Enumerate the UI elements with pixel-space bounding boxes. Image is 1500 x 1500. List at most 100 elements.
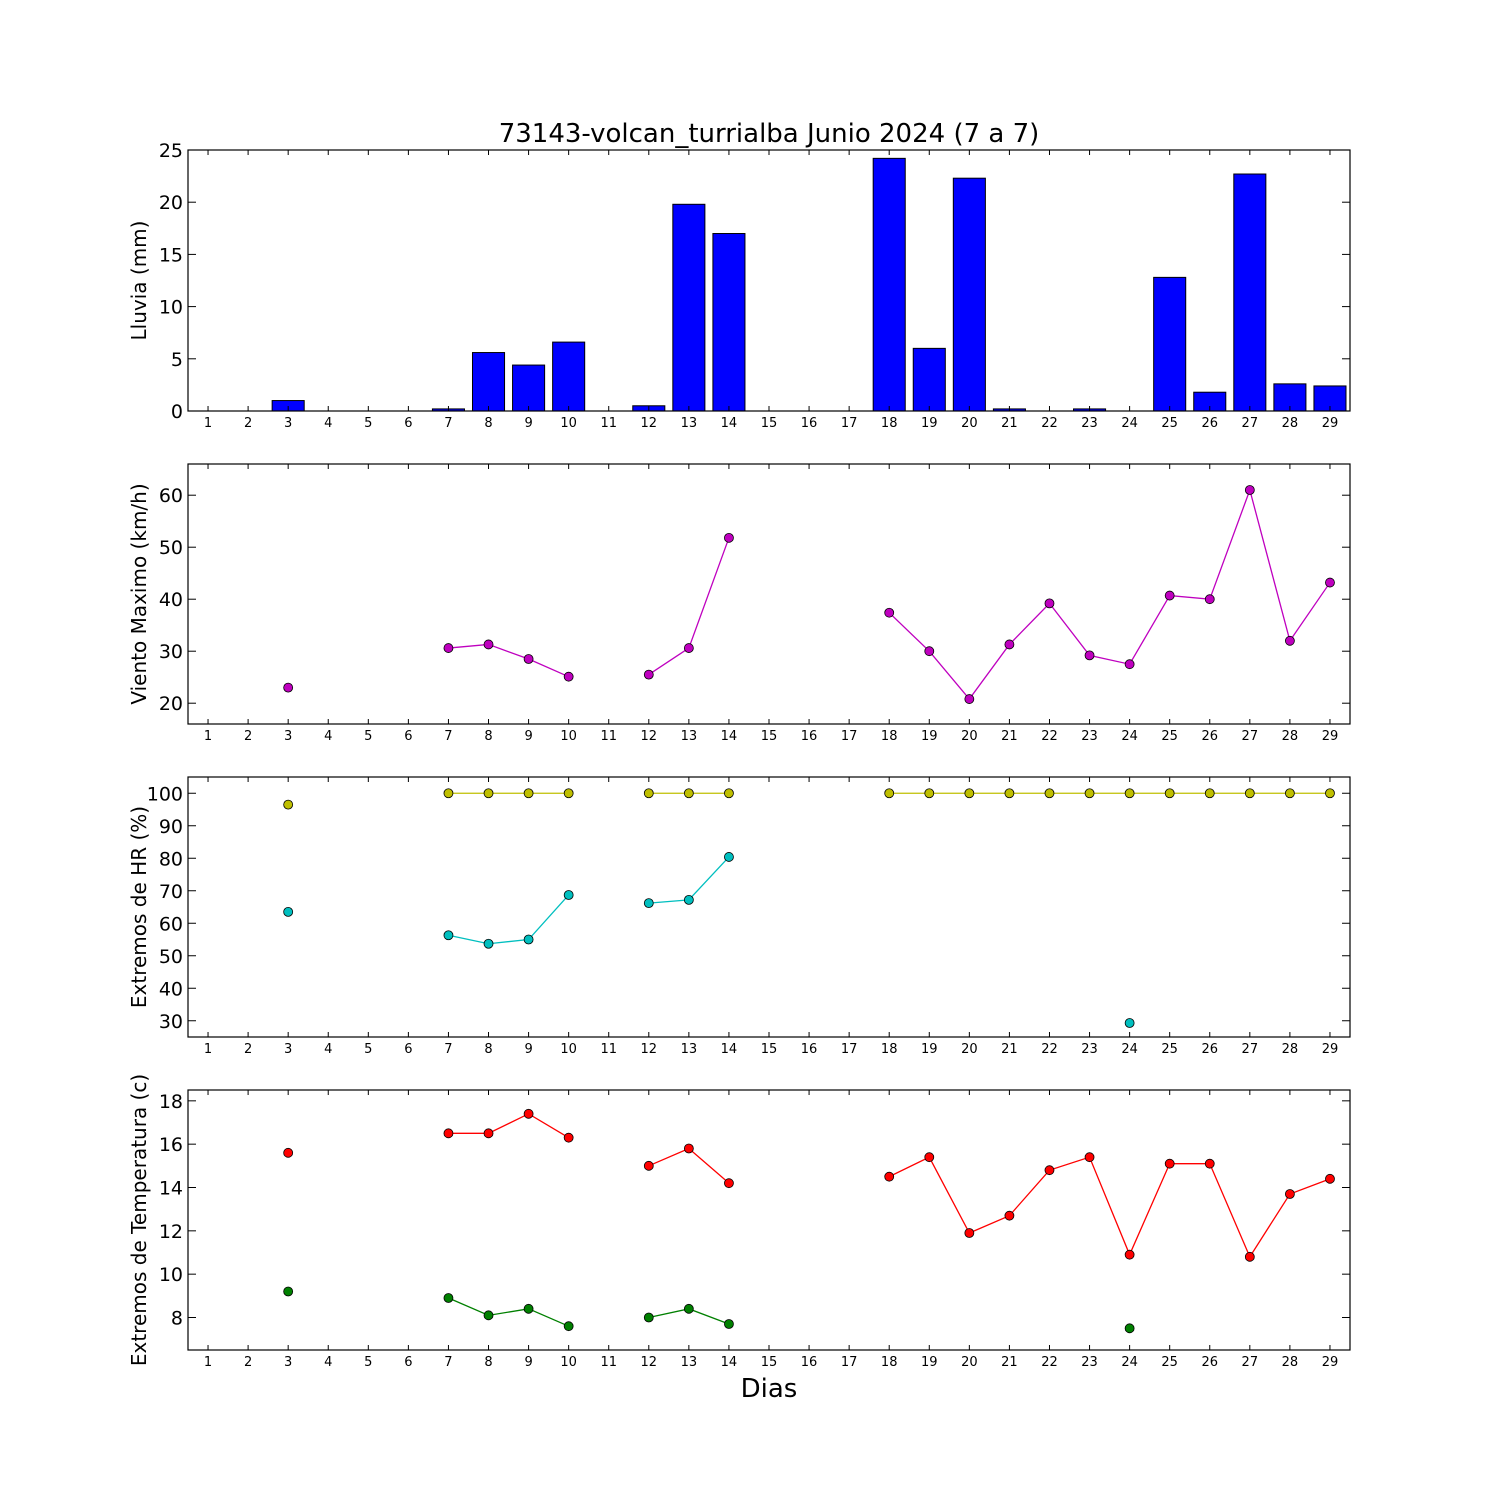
x-tick-label: 19 [921,416,938,431]
x-tick-label: 7 [444,416,452,431]
series-0-point-day-13 [683,1143,694,1154]
x-tick-label: 13 [681,416,698,431]
series-1-point-day-13 [683,1303,694,1314]
series-0-point-day-26 [1204,788,1215,799]
x-tick-label: 15 [761,1042,778,1057]
x-tick-label: 21 [1001,1042,1018,1057]
bar-day-14 [712,233,746,412]
x-tick-label: 20 [961,729,978,744]
series-0-point-day-7 [443,643,454,653]
y-tick-label: 16 [159,1134,183,1156]
series-0-point-day-22 [1044,788,1055,799]
series-0-point-day-3 [283,1147,294,1158]
x-tick-label: 27 [1242,416,1259,431]
x-tick-label: 27 [1242,729,1259,744]
x-tick-label: 20 [961,1355,978,1370]
series-1-point-day-14 [724,852,734,862]
series-0-point-day-18 [884,1171,895,1182]
series-0-point-day-8 [483,639,494,650]
series-0-point-day-21 [1004,639,1015,650]
x-tick-label: 14 [721,1355,738,1370]
x-tick-label: 1 [204,416,212,431]
y-tick-label: 80 [159,848,183,870]
x-tick-label: 11 [600,416,617,431]
x-tick-label: 25 [1161,1042,1178,1057]
series-1-point-day-13 [683,894,694,905]
x-tick-label: 1 [204,1042,212,1057]
x-tick-label: 26 [1201,1042,1218,1057]
x-tick-label: 17 [841,1355,858,1370]
axes-frame [187,776,1351,1038]
x-tick-label: 5 [364,416,372,431]
series-0-point-day-19 [924,646,935,657]
series-0-point-day-23 [1084,1152,1095,1163]
x-tick-label: 17 [841,729,858,744]
series-1-point-day-7 [443,1293,454,1303]
y-tick-label: 40 [159,589,183,611]
x-tick-label: 3 [284,416,292,431]
x-tick-label: 18 [881,729,898,744]
x-tick-label: 6 [404,729,412,744]
x-tick-label: 2 [244,416,252,431]
x-tick-label: 18 [881,1042,898,1057]
series-0-point-day-26 [1204,1158,1215,1169]
panel-humedad: 1 2 3 4 5 6 7 8 9 10 11 12 13 14 15 16 17 18 19 20 21 22 23 24 2… [127,776,1351,1057]
series-0-point-day-9 [523,788,534,799]
x-tick-label: 2 [244,1355,252,1370]
x-tick-label: 5 [364,1042,372,1057]
x-tick-label: 22 [1041,729,1058,744]
series-0-point-day-28 [1285,788,1295,799]
series-1-point-day-12 [643,1312,654,1323]
x-tick-label: 10 [560,729,577,744]
x-tick-label: 12 [641,729,658,744]
series-0-point-day-24 [1124,659,1135,670]
series-1-point-day-3 [283,1286,294,1297]
series-1-point-day-8 [483,938,494,949]
bar-day-8 [471,352,506,412]
series-0-point-day-29 [1325,577,1335,588]
y-tick-label: 70 [159,881,183,903]
x-tick-label: 8 [484,416,492,431]
x-tick-label: 21 [1001,729,1018,744]
series-0-point-day-9 [523,1108,534,1119]
x-tick-label: 22 [1041,1355,1058,1370]
bar-day-18 [872,157,906,412]
series-0-point-day-29 [1325,1173,1335,1184]
x-tick-label: 4 [324,1042,332,1057]
panel-viento: 1 2 3 4 5 6 7 8 9 10 11 12 13 14 15 16 17 18 19 20 21 22 23 24 2… [127,463,1351,744]
x-tick-label: 9 [524,1355,532,1370]
series-0-point-day-10 [563,671,574,682]
x-tick-label: 16 [801,1355,818,1370]
y-axis-title: Viento Maximo (km/h) [127,483,151,704]
x-tick-label: 13 [681,1355,698,1370]
x-tick-label: 5 [364,729,372,744]
x-tick-label: 21 [1001,1355,1018,1370]
x-tick-label: 10 [560,1042,577,1057]
series-1-point-day-14 [724,1319,734,1329]
series-0-point-day-13 [683,788,694,799]
y-tick-label: 0 [171,401,183,423]
series-0-point-day-14 [724,788,734,799]
y-tick-label: 20 [159,693,183,715]
bar-day-19 [912,347,946,412]
x-tick-label: 18 [881,416,898,431]
y-axis-title: Extremos de Temperatura (c) [127,1074,151,1366]
series-0-point-day-19 [924,788,935,799]
series-0-point-day-22 [1044,598,1055,609]
y-tick-label: 60 [159,485,183,507]
x-tick-label: 10 [560,1355,577,1370]
series-0-point-day-27 [1244,485,1255,495]
x-tick-label: 23 [1081,729,1098,744]
series-0-point-day-14 [724,1178,734,1189]
x-tick-label: 14 [721,416,738,431]
y-tick-label: 8 [171,1308,183,1330]
series-0-point-day-27 [1244,788,1255,799]
y-tick-label: 5 [171,349,183,371]
y-tick-label: 50 [159,537,183,559]
x-tick-label: 14 [721,1042,738,1057]
series-0-line-segment-1 [448,643,569,678]
x-tick-label: 29 [1322,1042,1339,1057]
y-tick-label: 18 [159,1091,183,1113]
x-tick-label: 19 [921,729,938,744]
bar-day-10 [552,341,586,412]
